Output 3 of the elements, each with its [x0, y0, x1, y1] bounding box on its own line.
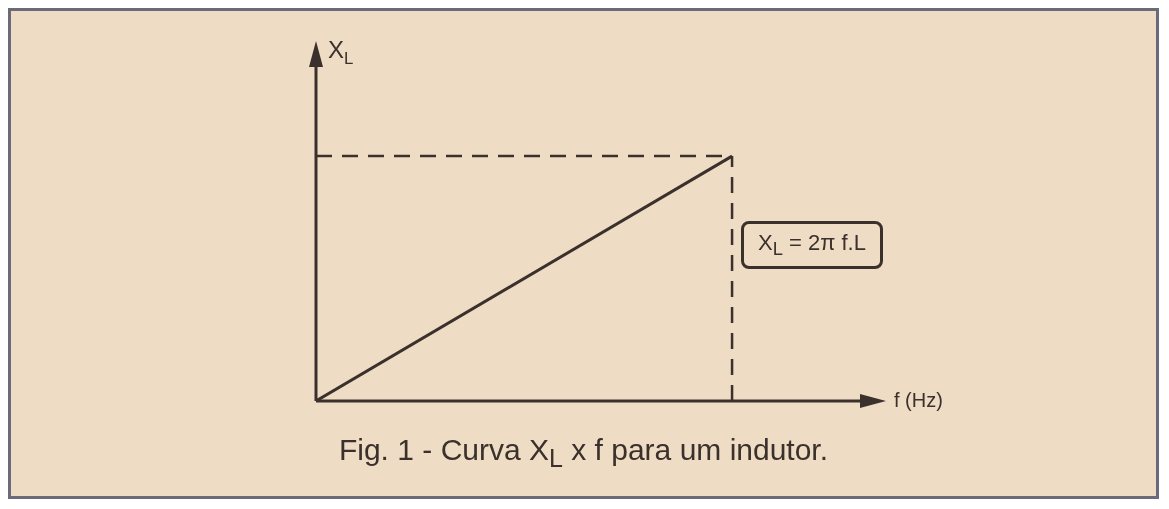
text: Fig. 1 - Curva X$_{L}$ x f para um indutor.	[337, 433, 830, 473]
x-axis-title: f (Hz)	[894, 388, 943, 411]
annotation: X$_{L}$ = 2π f.L	[741, 221, 883, 270]
